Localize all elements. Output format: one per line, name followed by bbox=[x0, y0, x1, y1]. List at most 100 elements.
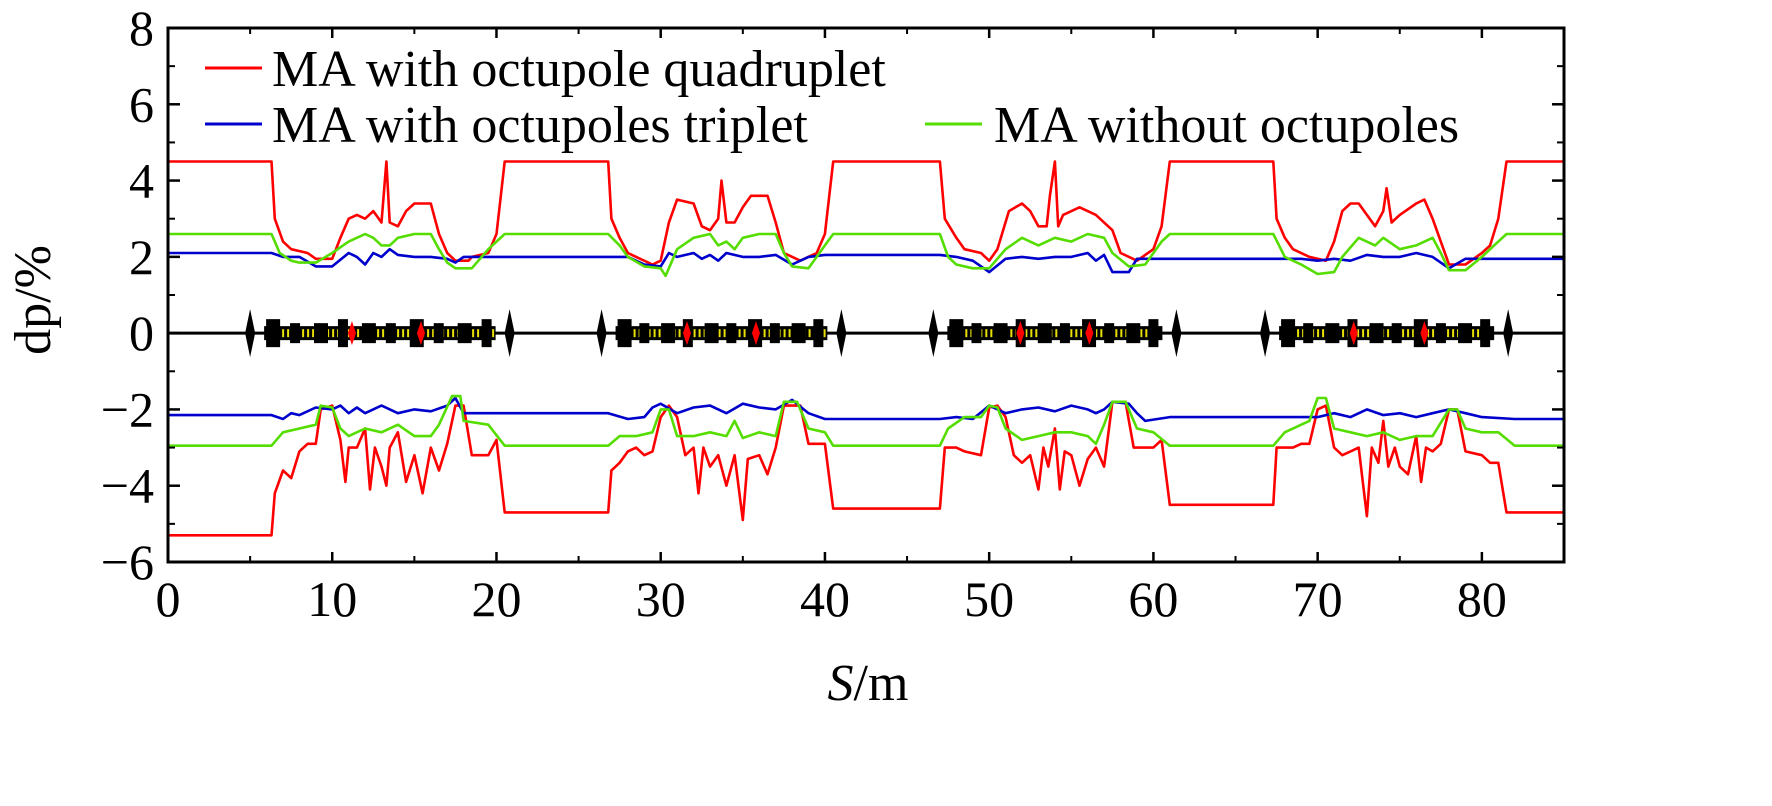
lattice-element bbox=[302, 329, 305, 338]
lattice-element bbox=[1407, 329, 1410, 338]
y-tick-label: −2 bbox=[101, 381, 154, 437]
lattice-element bbox=[1342, 329, 1345, 338]
lattice-element bbox=[1387, 329, 1390, 338]
legend: MA with octupole quadruplet MA with octu… bbox=[205, 41, 1459, 154]
lattice-element bbox=[1367, 329, 1370, 338]
lattice-red-marker bbox=[347, 321, 356, 346]
lattice-element bbox=[1171, 309, 1182, 358]
lattice-element bbox=[993, 323, 1008, 344]
lattice-element bbox=[617, 319, 632, 348]
lattice-element bbox=[808, 329, 811, 338]
lattice-element bbox=[427, 329, 430, 338]
lattice-element bbox=[791, 323, 806, 344]
lattice-element bbox=[1030, 329, 1033, 338]
lattice-element bbox=[1126, 323, 1141, 344]
lattice-element bbox=[783, 329, 786, 338]
y-tick-label: 8 bbox=[129, 0, 154, 56]
lattice-element bbox=[1317, 329, 1320, 338]
lattice-element bbox=[1080, 329, 1083, 338]
lattice-element bbox=[1100, 329, 1103, 338]
lattice-element bbox=[402, 329, 405, 338]
lattice-element bbox=[377, 329, 380, 338]
lattice-element bbox=[723, 329, 726, 338]
lattice-element bbox=[290, 323, 301, 344]
lattice-element bbox=[1325, 323, 1340, 344]
series-line-2-upper bbox=[168, 232, 1564, 278]
lattice-element bbox=[965, 329, 968, 338]
lattice-element bbox=[769, 323, 780, 344]
lattice-element bbox=[312, 329, 315, 338]
lattice-element bbox=[1148, 319, 1159, 348]
lattice-red-marker bbox=[416, 321, 425, 346]
series-line-1-lower bbox=[168, 396, 1564, 423]
lattice-element bbox=[433, 323, 444, 344]
lattice-element bbox=[1452, 329, 1455, 338]
lattice-element bbox=[949, 319, 964, 348]
x-tick-label: 70 bbox=[1293, 571, 1343, 627]
lattice-element bbox=[432, 329, 435, 338]
lattice-element bbox=[1035, 329, 1038, 338]
series-line-0-lower bbox=[168, 400, 1564, 537]
lattice-element bbox=[504, 309, 515, 358]
legend-label-without: MA without octupoles bbox=[994, 97, 1459, 154]
lattice-element bbox=[718, 329, 721, 338]
lattice-element bbox=[648, 329, 651, 338]
lattice-layer bbox=[168, 309, 1564, 358]
lattice-element bbox=[1412, 329, 1415, 338]
lattice-element bbox=[661, 323, 676, 344]
lattice-element bbox=[1369, 323, 1384, 344]
lattice-element bbox=[1391, 323, 1402, 344]
lattice-element bbox=[1055, 329, 1058, 338]
lattice-element bbox=[1070, 329, 1073, 338]
lattice-element bbox=[1472, 329, 1475, 338]
lattice-element bbox=[823, 329, 826, 338]
lattice-element bbox=[407, 329, 410, 338]
lattice-element bbox=[492, 329, 495, 338]
lattice-element bbox=[1281, 319, 1296, 348]
lattice-element bbox=[1297, 329, 1300, 338]
lattice-element bbox=[1322, 329, 1325, 338]
lattice-element bbox=[698, 329, 701, 338]
lattice-element bbox=[970, 329, 973, 338]
x-tick-label: 0 bbox=[156, 571, 181, 627]
y-axis-title: dp/% bbox=[5, 245, 62, 355]
lattice-element bbox=[768, 329, 771, 338]
series-line-1-upper bbox=[168, 247, 1564, 274]
lattice-element bbox=[477, 329, 480, 338]
lattice-element bbox=[282, 329, 285, 338]
ticks-layer: 0 10 20 30 40 50 60 70 80 −6 −4 −2 0 2 4 6 8 bbox=[101, 0, 1564, 627]
x-tick-label: 40 bbox=[800, 571, 850, 627]
y-tick-label: −4 bbox=[101, 458, 154, 514]
x-tick-label: 10 bbox=[307, 571, 357, 627]
lattice-red-marker bbox=[1085, 321, 1094, 346]
x-tick-label: 60 bbox=[1128, 571, 1178, 627]
lattice-element bbox=[1503, 309, 1514, 358]
lattice-element bbox=[472, 329, 475, 338]
lattice-element bbox=[1402, 329, 1405, 338]
lattice-cell bbox=[1260, 309, 1514, 358]
lattice-element bbox=[1480, 319, 1491, 348]
lattice-element bbox=[1140, 329, 1143, 338]
lattice-element bbox=[704, 323, 719, 344]
lattice-element bbox=[457, 323, 472, 344]
lattice-cell bbox=[596, 309, 847, 358]
lattice-element bbox=[763, 329, 766, 338]
lattice-element bbox=[971, 323, 982, 344]
lattice-element bbox=[836, 309, 847, 358]
lattice-red-marker bbox=[1016, 321, 1025, 346]
lattice-red-marker bbox=[682, 321, 691, 346]
lattice-element bbox=[1025, 329, 1028, 338]
lattice-element bbox=[1435, 323, 1446, 344]
y-tick-label: 2 bbox=[129, 229, 154, 285]
y-tick-label: 0 bbox=[129, 305, 154, 361]
lattice-element bbox=[1432, 329, 1435, 338]
lattice-element bbox=[653, 329, 656, 338]
lattice-element bbox=[332, 329, 335, 338]
series-layer bbox=[168, 160, 1564, 537]
lattice-element bbox=[1362, 329, 1365, 338]
lattice-element bbox=[357, 329, 360, 338]
lattice-element bbox=[639, 323, 650, 344]
lattice-element bbox=[928, 309, 939, 358]
lattice-element bbox=[1010, 329, 1013, 338]
